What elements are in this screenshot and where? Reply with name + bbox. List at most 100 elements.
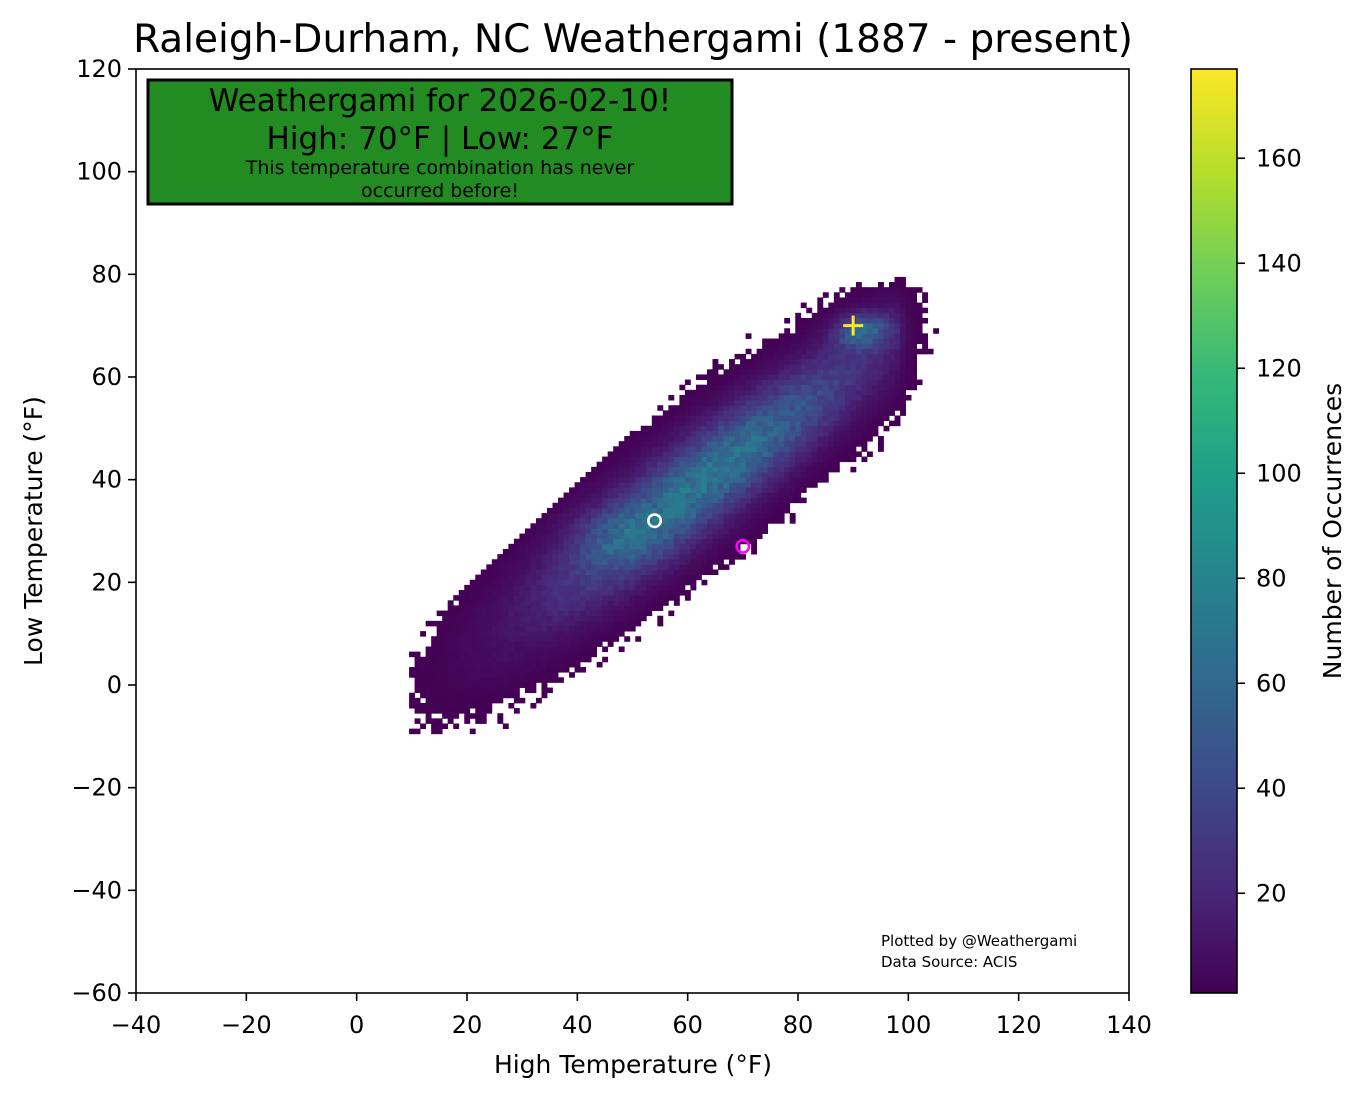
heatmap-cell [497,651,504,658]
heatmap-cell [762,528,769,534]
heatmap-cell [458,708,465,714]
heatmap-cell [497,584,504,591]
heatmap-cell [574,569,581,576]
heatmap-cell [662,430,669,437]
heatmap-cell [718,548,724,555]
heatmap-cell [502,605,509,611]
heatmap-cell [524,605,531,611]
heatmap-cell [552,543,559,550]
heatmap-cell [751,477,758,483]
heatmap-cell [778,379,785,386]
heatmap-cell [497,713,504,719]
heatmap-cell [861,333,868,339]
heatmap-cell [513,554,520,560]
heatmap-cell [629,533,636,540]
heatmap-cell [425,682,432,688]
heatmap-cell [414,702,421,709]
heatmap-cell [453,677,460,683]
credit-data-source: Data Source: ACIS [881,953,1017,971]
heatmap-cell [861,359,868,365]
heatmap-cell [916,307,923,314]
heatmap-cell [684,559,691,565]
heatmap-cell [491,579,498,586]
heatmap-cell [673,543,680,550]
heatmap-cell [673,600,680,606]
heatmap-cell [828,374,835,380]
heatmap-cell [900,394,906,401]
heatmap-cell [795,425,802,432]
heatmap-cell [480,625,487,632]
heatmap-cell [922,317,929,324]
heatmap-cell [778,466,785,473]
heatmap-cell [640,425,647,432]
heatmap-cell [480,574,487,581]
heatmap-cell [712,569,719,576]
heatmap-cell [828,466,835,473]
heatmap-cell [497,697,504,704]
heatmap-cell [762,394,769,401]
heatmap-cell [486,564,493,570]
heatmap-cell [889,379,895,386]
heatmap-cell [569,523,575,529]
heatmap-cell [662,574,669,581]
heatmap-cell [789,466,796,473]
heatmap-cell [877,282,884,288]
heatmap-cell [690,436,697,442]
heatmap-cell [563,502,570,509]
heatmap-cell [817,348,824,355]
heatmap-cell [718,554,724,560]
heatmap-cell [855,374,862,380]
heatmap-cell [789,430,796,437]
heatmap-cell [861,456,868,463]
heatmap-cell [844,451,851,457]
heatmap-cell [822,400,829,406]
heatmap-cell [585,554,592,560]
heatmap-cell [673,574,680,581]
heatmap-cell [464,590,471,596]
heatmap-cell [911,384,918,391]
heatmap-cell [839,307,846,314]
heatmap-cell [629,487,636,493]
heatmap-cell [552,548,559,555]
heatmap-cell [833,461,840,468]
heatmap-cell [447,697,454,704]
heatmap-cell [751,353,758,360]
heatmap-cell [784,420,791,427]
heatmap-cell [839,312,846,319]
heatmap-cell [569,543,575,550]
heatmap-cell [602,543,609,550]
heatmap-cell [668,394,675,401]
heatmap-cell [453,631,460,637]
heatmap-cell [866,374,873,380]
heatmap-cell [900,333,906,339]
heatmap-cell [651,595,658,601]
heatmap-cell [712,410,719,416]
y-tick-label: −60 [71,979,122,1007]
heatmap-cell [442,672,449,678]
heatmap-cell [480,692,487,699]
heatmap-cell [911,374,918,380]
heatmap-cell [574,559,581,565]
heatmap-cell [718,436,724,442]
heatmap-cell [883,384,890,391]
heatmap-cell [552,631,559,637]
heatmap-cell [657,471,664,478]
heatmap-cell [535,651,542,658]
heatmap-cell [679,497,686,504]
heatmap-cell [877,405,884,411]
heatmap-cell [745,492,752,499]
heatmap-cell [546,600,553,606]
heatmap-cell [558,574,564,581]
heatmap-cell [657,502,664,509]
heatmap-cell [866,333,873,339]
heatmap-cell [745,359,752,365]
heatmap-cell [850,353,857,360]
heatmap-cell [883,287,890,293]
heatmap-cell [541,548,548,555]
heatmap-cell [729,456,735,463]
heatmap-cell [706,446,713,452]
heatmap-cell [773,389,780,396]
heatmap-cell [751,394,758,401]
heatmap-cell [414,687,421,694]
x-axis-ticks: −40 −20 0 20 40 60 80 100 120 140 [111,993,1152,1039]
